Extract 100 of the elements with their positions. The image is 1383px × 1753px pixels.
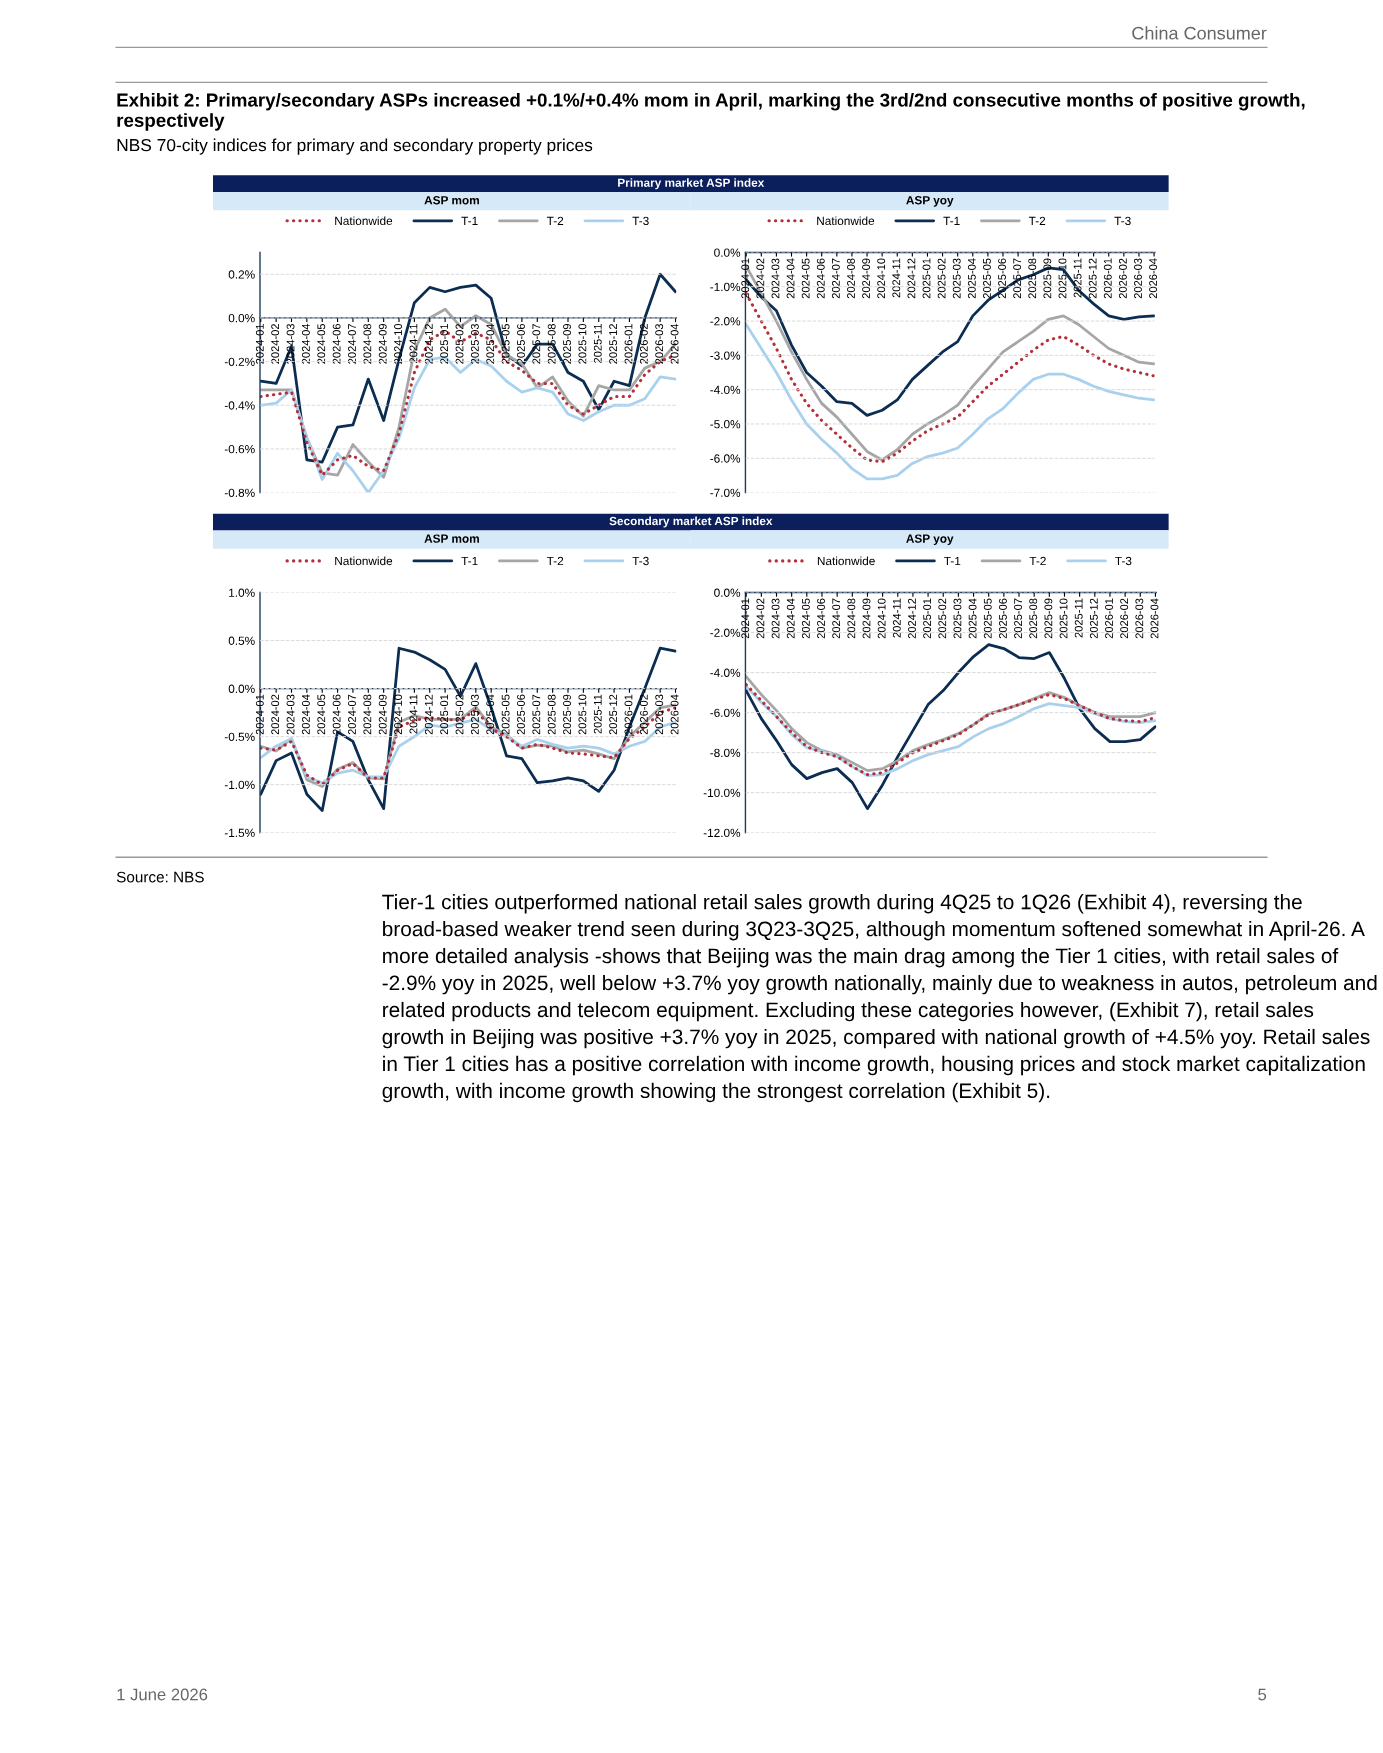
x-tick-label: 2025-03 [470, 694, 479, 735]
x-tick-label: 2025-09 [1043, 258, 1052, 299]
x-tick-label: 2026-01 [1103, 258, 1112, 299]
x-tick-label: 2024-11 [409, 324, 418, 363]
x-tick-label: 2025-11 [593, 694, 602, 734]
x-tick-label: 2025-01 [440, 324, 449, 364]
chart-title: ASP mom [424, 196, 479, 205]
x-tick-label: 2026-02 [1118, 258, 1127, 299]
x-tick-label: 2024-08 [363, 323, 372, 364]
y-tick-label: 0.2% [228, 270, 255, 279]
y-tick-label: -10.0% [703, 788, 741, 798]
legend-label: T-3 [1115, 556, 1132, 566]
x-tick-label: 2025-10 [578, 694, 587, 735]
x-tick-label: 2026-04 [670, 694, 679, 735]
x-tick-label: 2025-05 [983, 258, 991, 299]
x-tick-label: 2026-01 [624, 694, 633, 735]
x-tick-label: 2024-03 [771, 258, 780, 299]
x-tick-label: 2025-02 [455, 694, 464, 735]
y-tick-label: 0.5% [228, 636, 255, 645]
y-tick-label: -0.4% [224, 401, 255, 410]
x-tick-label: 2025-03 [953, 598, 962, 639]
legend-label: T-2 [546, 216, 564, 225]
x-tick-label: 2025-01 [923, 598, 932, 639]
legend-label: T-2 [1029, 556, 1046, 566]
x-tick-label: 2025-07 [1014, 598, 1022, 639]
legend-label: T-3 [632, 556, 649, 566]
x-tick-label: 2025-10 [1059, 598, 1068, 639]
x-tick-label: 2025-12 [609, 694, 618, 735]
y-tick-label: 0.0% [714, 248, 741, 257]
x-tick-label: 2025-09 [1044, 598, 1053, 639]
y-tick-label: -1.0% [224, 780, 255, 790]
legend-label: T-3 [632, 216, 649, 226]
x-tick-label: 2025-02 [937, 258, 946, 299]
x-tick-label: 2024-09 [862, 598, 871, 639]
y-tick-label: -0.5% [224, 732, 255, 741]
x-tick-label: 2024-02 [756, 258, 765, 299]
x-tick-label: 2025-04 [486, 323, 495, 364]
legend-label: T-2 [1028, 216, 1046, 225]
x-tick-label: 2025-04 [967, 258, 976, 299]
legend-label: Nationwide [817, 556, 875, 566]
x-tick-label: 2024-02 [756, 598, 765, 639]
x-tick-label: 2025-11 [1074, 598, 1083, 638]
chart-subtitle: Primary market ASP index [618, 178, 765, 190]
source-note: Source: NBS [116, 871, 204, 883]
x-tick-label: 2026-01 [624, 324, 633, 364]
x-tick-label: 2024-02 [271, 694, 280, 735]
x-tick-label: 2024-06 [817, 598, 825, 639]
x-tick-label: 2024-01 [255, 694, 264, 735]
x-tick-label: 2024-09 [378, 694, 387, 735]
x-tick-label: 2026-04 [1150, 598, 1159, 639]
y-tick-label: -2.0% [710, 628, 741, 637]
x-tick-label: 2025-06 [998, 598, 1007, 639]
x-tick-label: 2024-06 [332, 323, 341, 364]
x-tick-label: 2025-03 [952, 258, 961, 299]
x-tick-label: 2024-05 [317, 323, 326, 364]
x-tick-label: 2024-10 [394, 323, 402, 364]
x-tick-label: 2025-04 [968, 598, 977, 639]
x-tick-label: 2025-08 [1029, 598, 1038, 639]
y-tick-label: 0.0% [228, 684, 255, 693]
legend-label: T-1 [943, 216, 960, 225]
x-tick-label: 2025-05 [983, 598, 992, 639]
x-tick-label: 2025-10 [1058, 258, 1067, 299]
x-tick-label: 2024-08 [847, 258, 855, 299]
x-tick-label: 2024-12 [907, 258, 916, 299]
x-tick-label: 2025-12 [1088, 258, 1097, 299]
x-tick-label: 2024-01 [741, 258, 750, 299]
x-tick-label: 2025-11 [1073, 258, 1082, 298]
x-tick-label: 2025-04 [486, 694, 495, 735]
chart-title: ASP yoy [906, 196, 954, 207]
x-tick-label: 2025-06 [517, 694, 525, 735]
x-tick-label: 2024-04 [786, 598, 795, 639]
x-tick-label: 2025-02 [938, 598, 947, 639]
x-tick-label: 2024-05 [801, 598, 810, 639]
x-tick-label: 2026-02 [639, 324, 648, 364]
x-tick-label: 2024-03 [771, 598, 780, 639]
x-tick-label: 2025-02 [455, 324, 464, 364]
x-tick-label: 2024-07 [348, 324, 356, 364]
chart-subtitle: Secondary market ASP index [609, 516, 773, 528]
x-tick-label: 2024-10 [394, 694, 402, 735]
x-tick-label: 2026-03 [1134, 258, 1142, 299]
x-tick-label: 2024-06 [816, 258, 825, 299]
y-tick-label: -8.0% [710, 748, 741, 758]
x-tick-label: 2025-01 [440, 694, 449, 735]
legend-label: T-1 [461, 556, 478, 566]
y-tick-label: -0.2% [224, 357, 255, 366]
x-tick-label: 2024-12 [424, 324, 433, 364]
x-tick-label: 2025-07 [532, 324, 541, 364]
x-tick-label: 2025-05 [501, 694, 510, 735]
y-tick-label: -6.0% [710, 454, 741, 463]
text: Exhibit 2: Primary/secondary ASPs increased +0.1%/+0.4% mom in April, marking the 3rd/2nd consecutive months of positive growth, respectively [117, 92, 1305, 131]
y-tick-label: -3.0% [710, 351, 741, 360]
x-tick-label: 2025-09 [563, 324, 571, 364]
y-tick-label: -2.0% [710, 317, 741, 326]
x-tick-label: 2026-03 [1135, 598, 1144, 639]
x-tick-label: 2026-03 [655, 694, 664, 735]
x-tick-label: 2024-12 [424, 694, 433, 735]
x-tick-label: 2024-03 [286, 323, 295, 364]
text: NBS 70-city indices for primary and secondary property prices [117, 138, 593, 155]
y-tick-label: -1.5% [224, 828, 255, 838]
x-tick-label: 2024-10 [877, 258, 886, 299]
